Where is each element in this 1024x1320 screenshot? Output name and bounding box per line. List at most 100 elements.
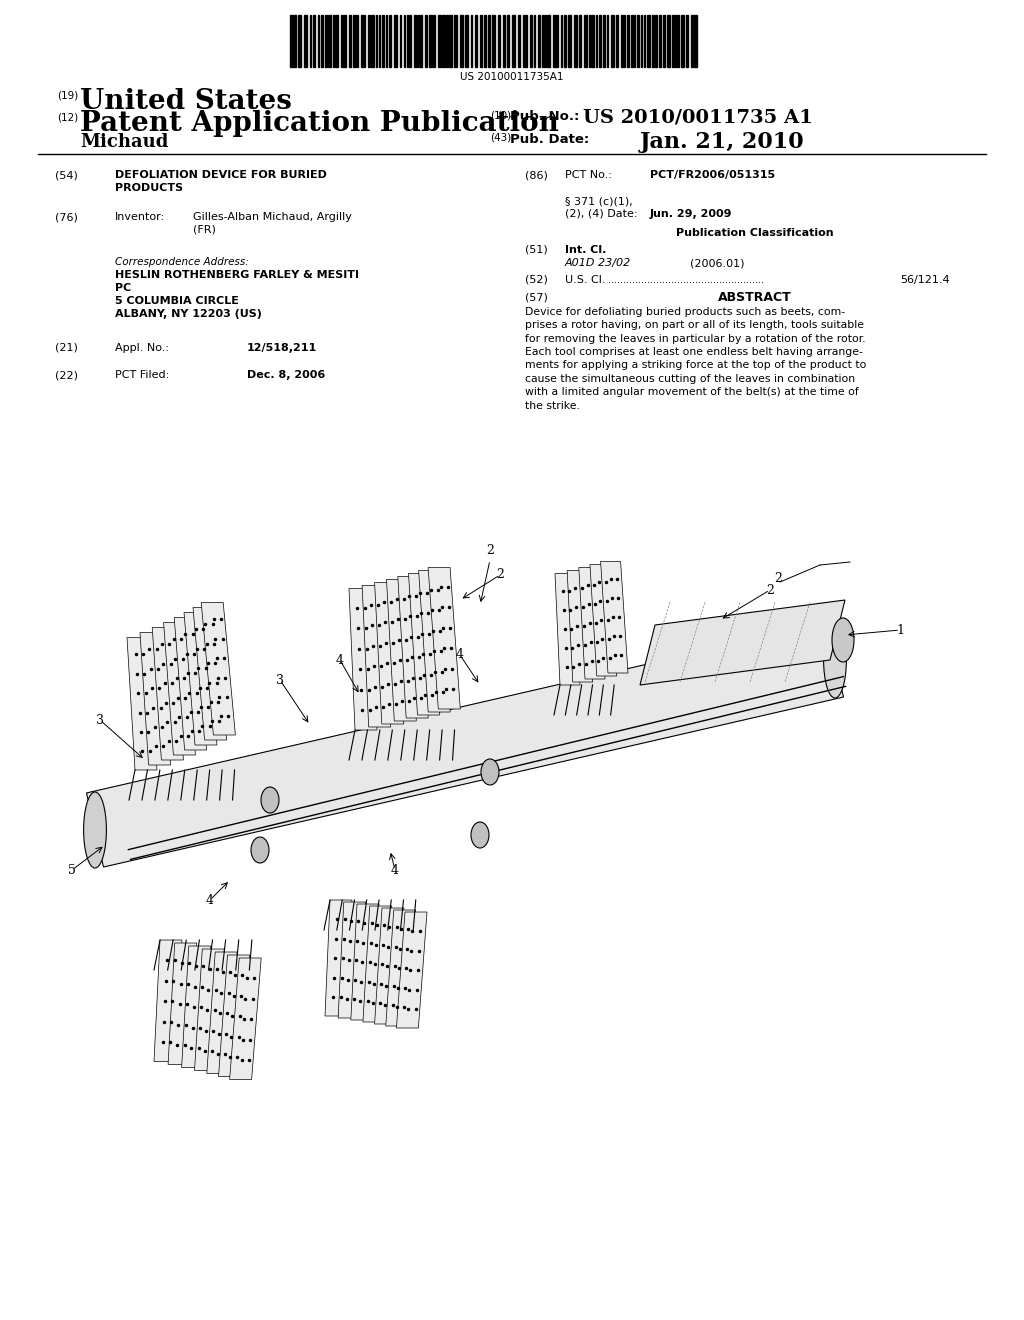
Bar bbox=[675, 15, 677, 67]
Text: Correspondence Address:: Correspondence Address: bbox=[115, 257, 249, 267]
Text: PRODUCTS: PRODUCTS bbox=[115, 183, 183, 193]
Bar bbox=[681, 15, 684, 67]
Text: (2006.01): (2006.01) bbox=[690, 257, 744, 268]
Text: 5 COLUMBIA CIRCLE: 5 COLUMBIA CIRCLE bbox=[115, 296, 239, 306]
Text: PCT/FR2006/051315: PCT/FR2006/051315 bbox=[650, 170, 775, 180]
Ellipse shape bbox=[831, 618, 854, 663]
Text: A01D 23/02: A01D 23/02 bbox=[565, 257, 631, 268]
Text: 12/518,211: 12/518,211 bbox=[247, 343, 317, 352]
Bar bbox=[553, 15, 556, 67]
Bar bbox=[659, 15, 662, 67]
Polygon shape bbox=[375, 908, 404, 1024]
Bar bbox=[446, 15, 449, 67]
Bar bbox=[433, 15, 435, 67]
Bar bbox=[449, 15, 452, 67]
Text: US 2010/0011735 A1: US 2010/0011735 A1 bbox=[583, 108, 813, 125]
Bar bbox=[414, 15, 416, 67]
Ellipse shape bbox=[261, 787, 279, 813]
Bar bbox=[525, 15, 527, 67]
Bar bbox=[631, 15, 633, 67]
Text: HESLIN ROTHENBERG FARLEY & MESITI: HESLIN ROTHENBERG FARLEY & MESITI bbox=[115, 271, 359, 280]
Bar bbox=[409, 15, 411, 67]
Bar bbox=[599, 15, 601, 67]
Bar bbox=[503, 15, 505, 67]
Bar bbox=[361, 15, 362, 67]
Text: (86): (86) bbox=[525, 170, 548, 180]
Bar bbox=[298, 15, 301, 67]
Bar bbox=[335, 15, 338, 67]
Bar bbox=[290, 15, 293, 67]
Text: U.S. Cl.: U.S. Cl. bbox=[565, 275, 605, 285]
Text: Michaud: Michaud bbox=[80, 133, 168, 150]
Text: (51): (51) bbox=[525, 246, 548, 255]
Polygon shape bbox=[567, 570, 593, 682]
Bar bbox=[454, 15, 457, 67]
Polygon shape bbox=[362, 906, 392, 1022]
Bar bbox=[371, 15, 374, 67]
Polygon shape bbox=[362, 586, 391, 727]
Text: Jun. 29, 2009: Jun. 29, 2009 bbox=[650, 209, 732, 219]
Bar bbox=[438, 15, 441, 67]
Text: 4: 4 bbox=[456, 648, 464, 661]
Polygon shape bbox=[386, 909, 416, 1026]
Bar bbox=[603, 15, 605, 67]
Text: 2: 2 bbox=[766, 583, 774, 597]
Polygon shape bbox=[193, 607, 226, 741]
Polygon shape bbox=[195, 949, 224, 1071]
Polygon shape bbox=[351, 904, 379, 1020]
Text: (21): (21) bbox=[55, 343, 78, 352]
Bar bbox=[512, 15, 515, 67]
Text: (12): (12) bbox=[57, 112, 78, 121]
Text: Publication Classification: Publication Classification bbox=[676, 228, 834, 238]
Bar bbox=[475, 15, 477, 67]
Bar bbox=[637, 15, 639, 67]
Bar bbox=[574, 15, 577, 67]
Polygon shape bbox=[86, 623, 844, 867]
Bar bbox=[652, 15, 654, 67]
Text: 5: 5 bbox=[68, 863, 76, 876]
Text: Dec. 8, 2006: Dec. 8, 2006 bbox=[247, 370, 326, 380]
Text: Device for defoliating buried products such as beets, com-
prises a rotor having: Device for defoliating buried products s… bbox=[525, 308, 866, 411]
Bar bbox=[686, 15, 688, 67]
Text: Inventor:: Inventor: bbox=[115, 213, 165, 222]
Polygon shape bbox=[396, 912, 427, 1028]
Polygon shape bbox=[229, 958, 261, 1080]
Bar bbox=[465, 15, 468, 67]
Ellipse shape bbox=[481, 759, 499, 785]
Bar bbox=[349, 15, 351, 67]
Bar bbox=[353, 15, 356, 67]
Bar bbox=[667, 15, 670, 67]
Text: Appl. No.:: Appl. No.: bbox=[115, 343, 169, 352]
Bar bbox=[442, 15, 445, 67]
Ellipse shape bbox=[84, 792, 106, 869]
Text: (2), (4) Date:: (2), (4) Date: bbox=[565, 209, 638, 219]
Polygon shape bbox=[184, 612, 217, 744]
Polygon shape bbox=[168, 942, 197, 1064]
Bar bbox=[368, 15, 370, 67]
Polygon shape bbox=[153, 627, 183, 760]
Polygon shape bbox=[154, 940, 182, 1061]
Bar bbox=[663, 15, 665, 67]
Text: Gilles-Alban Michaud, Argilly: Gilles-Alban Michaud, Argilly bbox=[193, 213, 352, 222]
Text: 3: 3 bbox=[96, 714, 104, 726]
Text: (19): (19) bbox=[57, 90, 78, 100]
Polygon shape bbox=[349, 589, 377, 730]
Bar bbox=[425, 15, 427, 67]
Bar bbox=[429, 15, 432, 67]
Bar bbox=[328, 15, 331, 67]
Text: § 371 (c)(1),: § 371 (c)(1), bbox=[565, 195, 633, 206]
Polygon shape bbox=[174, 618, 207, 750]
Text: (FR): (FR) bbox=[193, 224, 216, 235]
Bar bbox=[321, 15, 323, 67]
Text: (43): (43) bbox=[490, 133, 511, 143]
Bar bbox=[647, 15, 650, 67]
Polygon shape bbox=[419, 570, 451, 711]
Bar bbox=[460, 15, 463, 67]
Text: (54): (54) bbox=[55, 170, 78, 180]
Polygon shape bbox=[127, 638, 157, 770]
Polygon shape bbox=[207, 952, 238, 1073]
Bar bbox=[304, 15, 307, 67]
Ellipse shape bbox=[251, 837, 269, 863]
Text: Pub. Date:: Pub. Date: bbox=[510, 133, 589, 147]
Polygon shape bbox=[428, 568, 461, 709]
